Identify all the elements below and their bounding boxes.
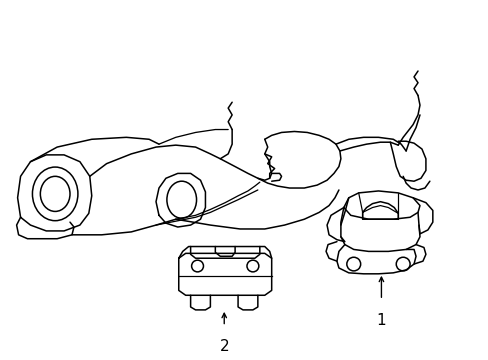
Text: 1: 1 (376, 313, 386, 328)
Text: 2: 2 (219, 339, 228, 354)
